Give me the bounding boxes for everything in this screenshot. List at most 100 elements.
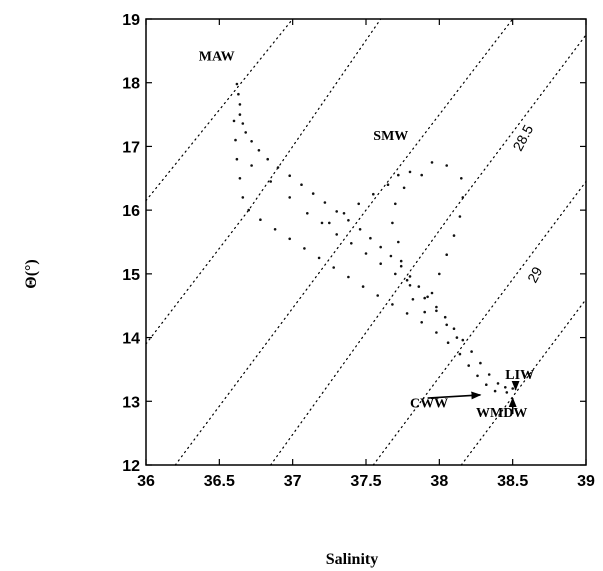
data-point <box>408 275 412 278</box>
data-point <box>237 92 240 96</box>
data-point <box>426 295 429 299</box>
data-point <box>423 310 427 314</box>
isopycnal-line <box>174 18 514 466</box>
data-point <box>323 201 327 204</box>
annotations: MAW SMW LIW CWW WMDW <box>199 49 534 421</box>
annotation-maw: MAW <box>199 49 235 64</box>
data-point <box>461 338 465 342</box>
data-point <box>458 352 462 356</box>
x-tick-label: 37 <box>284 473 302 490</box>
data-point <box>342 212 346 215</box>
y-tick-label: 19 <box>122 12 140 29</box>
data-point <box>420 321 424 324</box>
data-point <box>369 236 372 240</box>
data-point <box>306 212 309 215</box>
data-point <box>476 374 479 378</box>
data-point <box>487 373 491 376</box>
data-point <box>458 215 462 218</box>
isopycnal-line <box>145 18 382 345</box>
data-point <box>470 350 473 353</box>
data-point <box>493 389 497 393</box>
isopycnal-line <box>145 18 294 202</box>
data-point <box>445 253 449 256</box>
data-point <box>452 327 456 331</box>
data-points <box>232 82 514 394</box>
data-point <box>391 221 394 225</box>
data-point <box>411 298 415 301</box>
data-point <box>234 138 237 142</box>
data-point <box>328 221 331 225</box>
data-point <box>247 208 250 212</box>
data-point <box>372 192 375 196</box>
data-point <box>386 183 390 186</box>
data-point <box>417 285 421 288</box>
data-point <box>347 275 350 279</box>
data-point <box>505 391 509 394</box>
data-point <box>300 183 303 186</box>
axis-ticks: 36 36.5 37 37.5 38 38.5 39 12 13 14 15 16 17 18 19 <box>122 12 595 490</box>
data-point <box>238 103 242 106</box>
data-point <box>347 219 350 222</box>
data-point <box>408 284 412 287</box>
plot-frame <box>145 18 587 466</box>
data-point <box>276 166 280 169</box>
x-tick-label: 36 <box>137 473 155 490</box>
x-tick-label: 39 <box>577 473 595 490</box>
data-point <box>402 186 406 190</box>
data-point <box>389 254 393 258</box>
data-point <box>496 382 500 385</box>
y-tick-label: 14 <box>122 331 140 348</box>
data-point <box>408 170 412 174</box>
y-tick-label: 16 <box>122 203 140 220</box>
data-point <box>241 196 245 199</box>
data-point <box>250 164 253 167</box>
isopycnal-line <box>270 34 587 466</box>
data-point <box>394 202 397 206</box>
data-point <box>460 177 463 180</box>
data-point <box>320 221 324 225</box>
x-tick-label: 36.5 <box>204 473 235 490</box>
data-point <box>397 240 400 244</box>
data-point <box>379 245 383 249</box>
annotation-arrow <box>427 391 482 400</box>
data-point <box>335 210 339 213</box>
data-point <box>232 119 236 123</box>
data-point <box>273 228 277 231</box>
data-point <box>266 157 270 161</box>
data-point <box>358 228 362 231</box>
x-tick-label: 38 <box>430 473 448 490</box>
data-point <box>288 174 292 177</box>
data-point <box>394 272 397 276</box>
data-point <box>364 252 368 255</box>
data-point <box>438 272 441 276</box>
data-point <box>467 364 471 367</box>
data-point <box>405 278 409 282</box>
data-point <box>379 262 383 266</box>
data-point <box>461 196 465 199</box>
data-point <box>445 164 449 167</box>
annotation-wmdw: WMDW <box>476 406 527 421</box>
data-point <box>435 309 438 313</box>
y-tick-label: 13 <box>122 394 140 411</box>
data-point <box>317 256 321 260</box>
data-point <box>288 196 292 199</box>
data-point <box>269 180 273 183</box>
data-point <box>311 192 315 195</box>
data-point <box>443 315 447 319</box>
data-point <box>257 149 261 152</box>
x-tick-label: 38.5 <box>497 473 528 490</box>
data-point <box>504 386 507 389</box>
data-point <box>435 331 438 334</box>
data-point <box>420 173 424 177</box>
x-tick-label: 37.5 <box>350 473 381 490</box>
data-point <box>235 157 239 161</box>
data-point <box>238 177 242 180</box>
isopycnal-label: 29 <box>524 264 546 285</box>
data-point <box>335 233 339 236</box>
data-point <box>511 387 514 390</box>
data-point <box>430 161 434 164</box>
y-tick-label: 18 <box>122 76 140 93</box>
data-point <box>303 247 306 250</box>
data-point <box>397 173 400 177</box>
